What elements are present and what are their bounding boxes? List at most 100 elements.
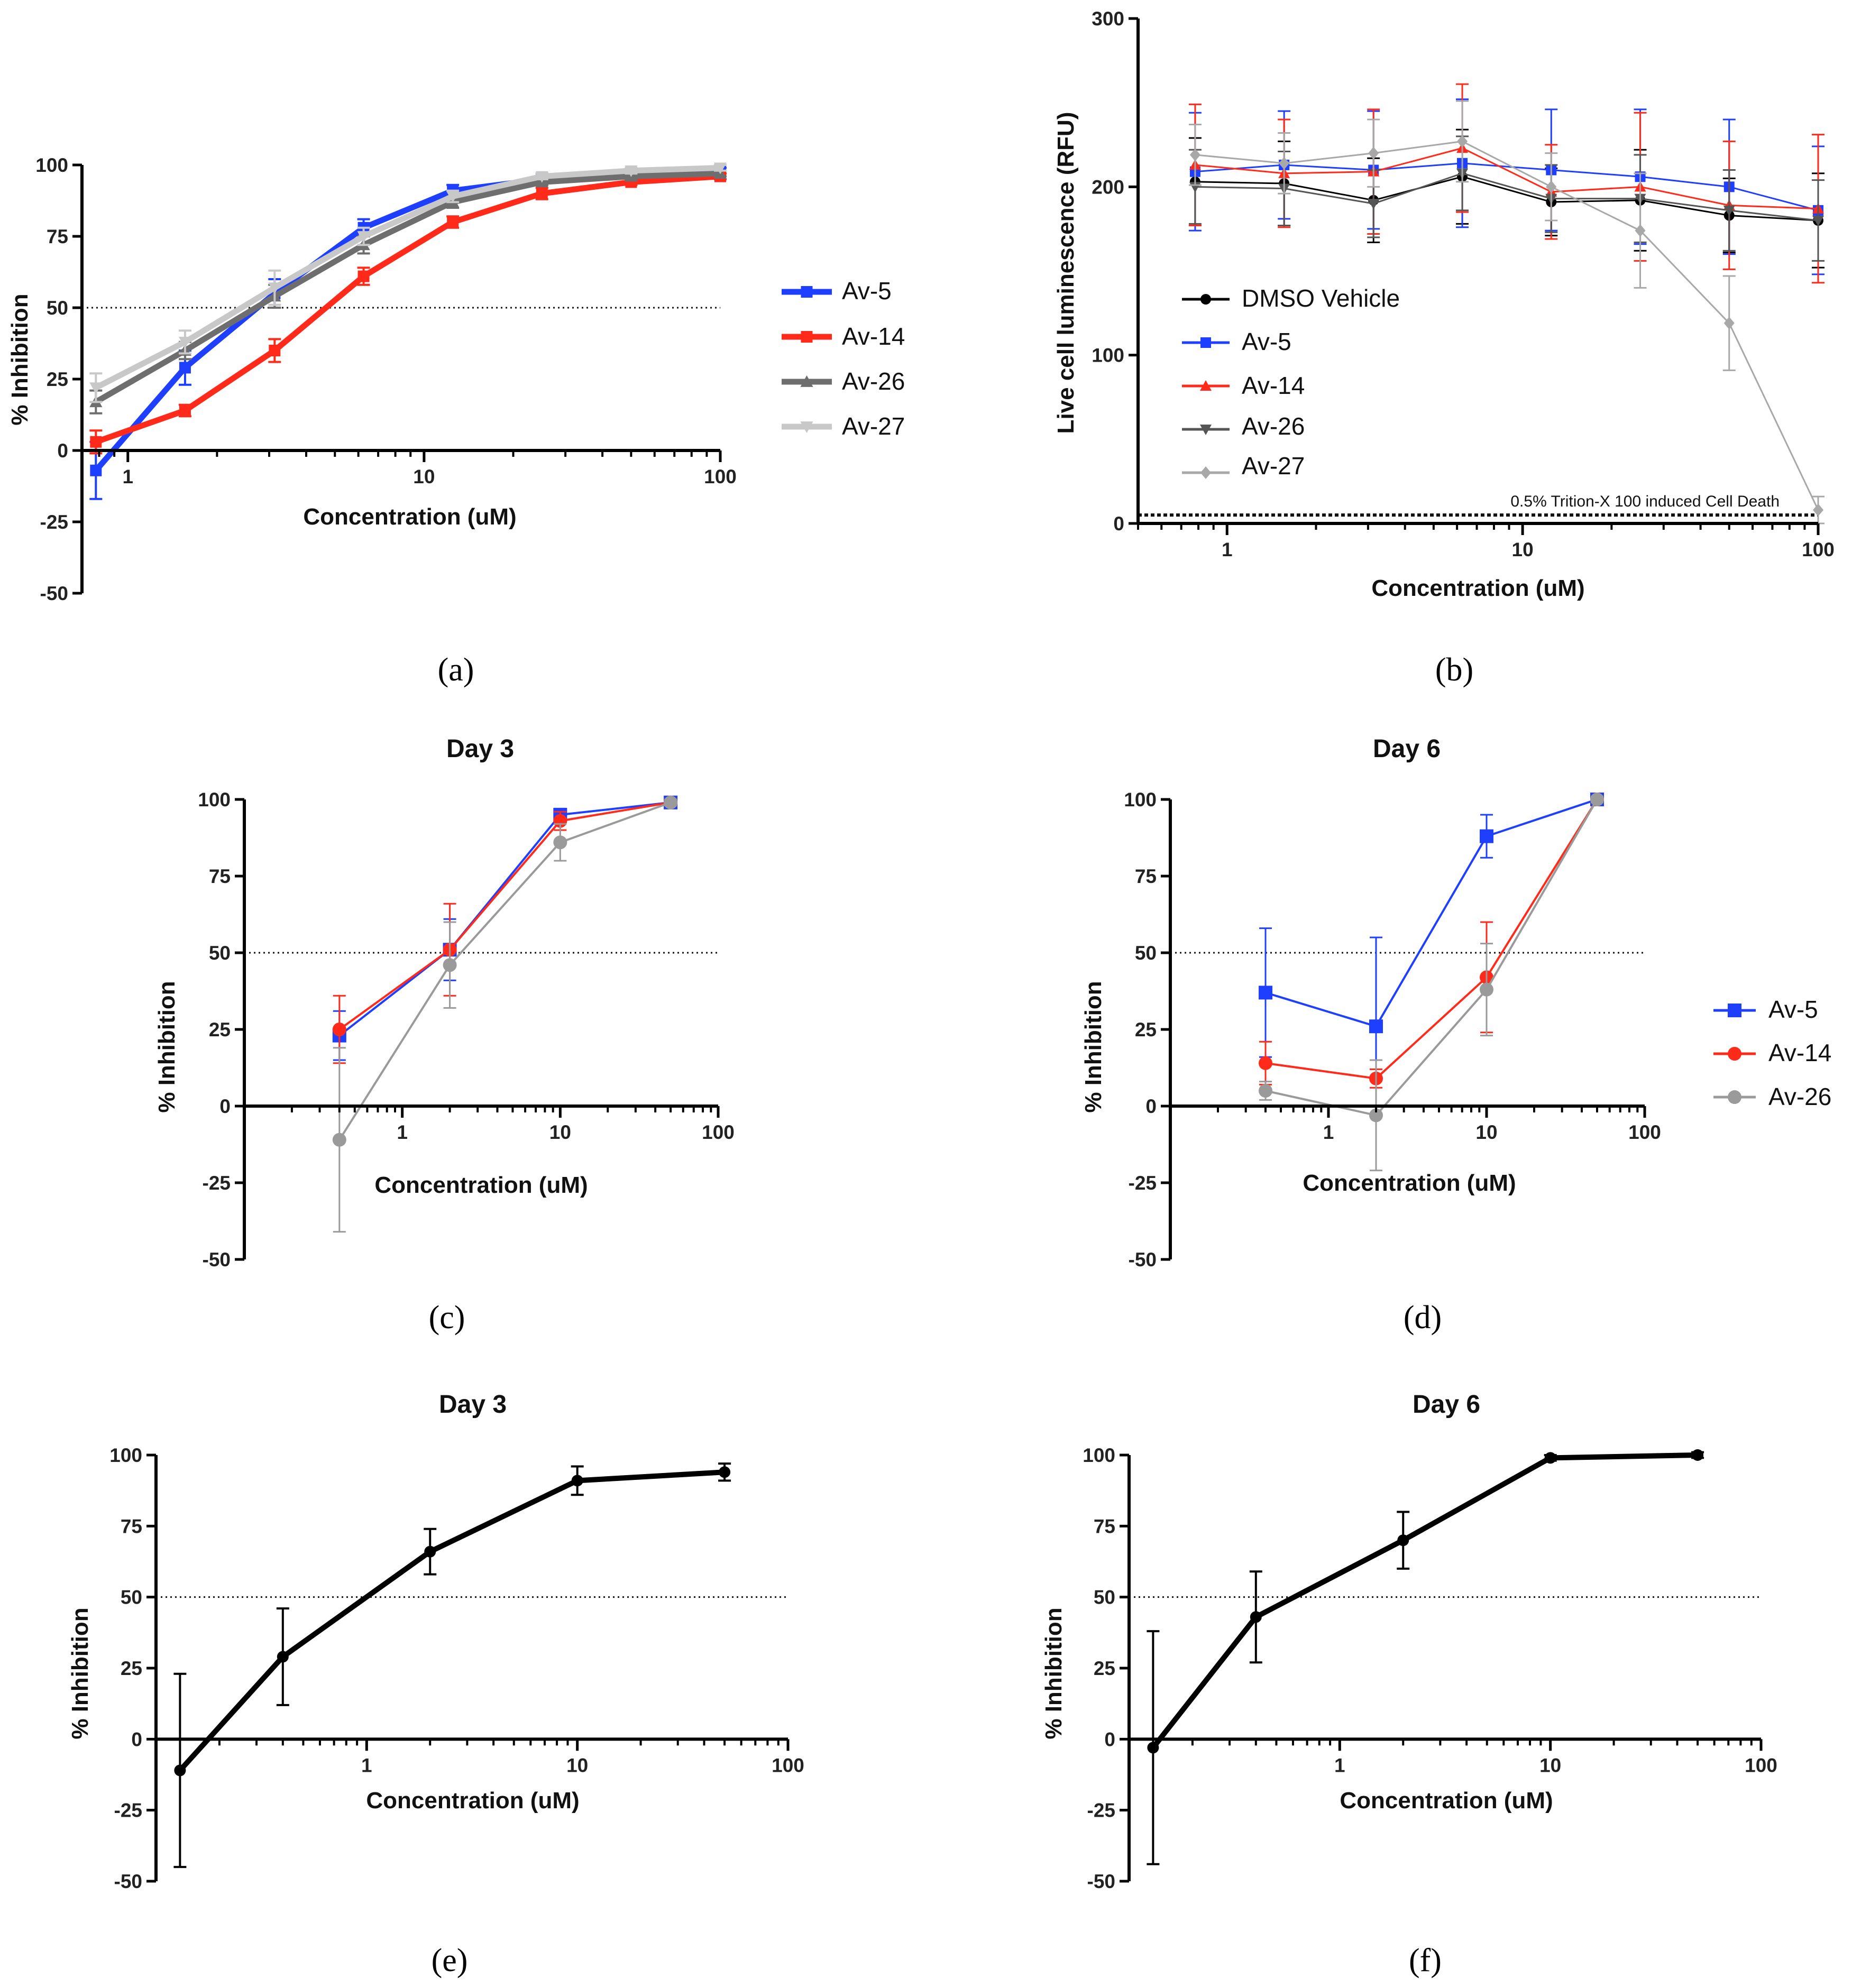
chart-b-x-tick-label-2: 100	[1802, 539, 1835, 560]
chart-a-legend-label-2: Av-26	[842, 367, 905, 395]
chart-a-series-1-point-0	[90, 436, 102, 448]
chart-b-legend-label-3: Av-26	[1242, 412, 1305, 440]
chart-b-series-4-point-1	[1279, 157, 1290, 170]
chart-b-x-tick-label-1: 10	[1512, 539, 1534, 560]
chart-c-series-0-line	[338, 801, 671, 1037]
chart-b-series-4-point-3	[1457, 135, 1468, 148]
chart-b-legend: DMSO Vehicle Av-5 Av-14 Av-26 Av-27	[1182, 284, 1400, 480]
chart-c-y-tick-label-6: 100	[198, 789, 231, 811]
chart-b-legend-swatch-marker-3	[1200, 425, 1212, 435]
chart-b-series-layer	[1138, 83, 1825, 524]
chart-d-y-tick-label-0: -50	[1129, 1249, 1157, 1271]
chart-e-ylabel: % Inhibition	[67, 1607, 93, 1739]
chart-c-series-1-line	[338, 801, 671, 1030]
chart-f-title: Day 6	[1413, 1391, 1480, 1419]
chart-a-ylabel: % Inhibition	[7, 293, 33, 425]
chart-a-y-tick-label-5: 75	[47, 226, 68, 247]
chart-e-y-tick-label-1: -25	[114, 1800, 142, 1821]
chart-d-legend-swatch-marker-2	[1728, 1090, 1741, 1104]
chart-b-series-4-line	[1195, 140, 1819, 511]
chart-b-y-tick-label-1: 100	[1092, 345, 1124, 366]
chart-a-series-1-point-4	[447, 216, 459, 228]
panel-letter-f: (f)	[1409, 1943, 1442, 1978]
chart-e-title: Day 3	[439, 1391, 507, 1419]
chart-d-series-1-point-0	[1259, 1056, 1273, 1070]
chart-f-y-tick-label-4: 50	[1094, 1587, 1115, 1608]
chart-f-x-tick-label-2: 100	[1745, 1754, 1777, 1776]
chart-e-x-tick-label-2: 100	[772, 1754, 804, 1776]
chart-d-legend-label-2: Av-26	[1768, 1083, 1831, 1110]
chart-a-series-1-point-3	[357, 270, 370, 282]
chart-a-series-3-point-7	[713, 162, 727, 174]
chart-e-y-tick-label-0: -50	[114, 1871, 142, 1892]
chart-d-legend-label-0: Av-5	[1768, 996, 1818, 1023]
chart-b-series-3-point-7	[1812, 216, 1824, 226]
chart-b-series-4-point-0	[1189, 148, 1200, 161]
chart-e-series-0-line	[178, 1469, 725, 1772]
chart-a-y-tick-label-0: -50	[40, 583, 68, 604]
chart-c-series-2-point-1	[443, 958, 457, 972]
chart-c-series-layer	[244, 795, 718, 1233]
chart-d-series-0-point-1	[1369, 1019, 1383, 1034]
chart-d-xlabel: Concentration (uM)	[1303, 1170, 1516, 1196]
chart-a-y-tick-label-2: 0	[57, 440, 68, 462]
chart-a-series-3-line	[94, 164, 721, 391]
chart-c-y-tick-label-4: 50	[209, 942, 231, 964]
chart-a-y-tick-label-4: 50	[47, 297, 68, 319]
chart-c-y-tick-label-2: 0	[219, 1096, 231, 1117]
chart-a-legend-label-1: Av-14	[842, 323, 905, 350]
chart-c-axes: -50 -25 0 25 50 75 100 1 10 100	[198, 789, 735, 1271]
chart-b-series-4-point-4	[1546, 180, 1557, 194]
chart-d-series-2-point-1	[1369, 1108, 1383, 1122]
chart-a-series-1-point-1	[179, 404, 191, 417]
chart-f-y-tick-label-0: -50	[1087, 1871, 1115, 1892]
chart-c-title: Day 3	[446, 735, 514, 763]
chart-f-x-tick-label-0: 1	[1334, 1754, 1345, 1776]
chart-e-y-tick-label-6: 100	[109, 1444, 142, 1466]
chart-e-y-tick-label-5: 75	[121, 1515, 142, 1537]
chart-b-legend-label-0: DMSO Vehicle	[1242, 284, 1400, 312]
chart-f-series-0-line	[1151, 1452, 1698, 1750]
panel-letter-c: (c)	[429, 1300, 465, 1336]
chart-b-y-tick-label-2: 200	[1092, 176, 1124, 198]
chart-a-axes: -50 -25 0 25 50 75 100 1 10 100	[35, 154, 737, 604]
chart-d-series-0-point-0	[1259, 986, 1273, 1000]
chart-e-axes: -50 -25 0 25 50 75 100 1 10 100	[109, 1444, 804, 1892]
chart-b-series-3-point-2	[1368, 199, 1380, 210]
chart-e-series-0-point-1	[277, 1651, 289, 1663]
chart-d-series-0-point-2	[1480, 829, 1493, 843]
panel-letter-e: (e)	[432, 1943, 468, 1978]
chart-a-legend-swatch-marker-3	[800, 421, 813, 434]
chart-d: Day 6 -50 -25 0 25 50 75 100 1 10 100 Concentrati…	[1080, 735, 1831, 1271]
chart-a-y-tick-label-6: 100	[35, 154, 68, 176]
chart-a-legend-label-3: Av-27	[842, 412, 905, 440]
chart-d-y-tick-label-1: -25	[1129, 1172, 1157, 1194]
chart-a: -50 -25 0 25 50 75 100 1 10 100 Concentration (uM…	[7, 154, 905, 604]
chart-a-series-0-point-1	[179, 362, 191, 374]
chart-c-x-tick-label-2: 100	[702, 1121, 735, 1143]
chart-f-xlabel: Concentration (uM)	[1340, 1788, 1553, 1814]
chart-d-series-2-point-0	[1259, 1084, 1273, 1098]
chart-b-reference-label: 0.5% Trition-X 100 induced Cell Death	[1510, 493, 1780, 510]
chart-a-legend-label-0: Av-5	[842, 277, 892, 305]
chart-b-axes: 0 100 200 300 1 10 100	[1092, 8, 1835, 560]
chart-a-y-tick-label-1: -25	[40, 511, 68, 533]
chart-b-legend-swatch-marker-4	[1200, 466, 1211, 479]
chart-a-x-tick-label-0: 1	[122, 466, 133, 487]
chart-f-series-layer	[1129, 1449, 1761, 1865]
chart-c-series-2-point-2	[553, 835, 567, 850]
chart-f-series-0-point-2	[1397, 1534, 1409, 1547]
chart-a-legend-swatch-marker-2	[800, 375, 813, 387]
chart-d-series-0-line	[1265, 798, 1598, 1028]
chart-e-y-tick-label-4: 50	[121, 1587, 142, 1608]
chart-f-series-0-point-4	[1692, 1449, 1704, 1461]
chart-f-y-tick-label-5: 75	[1094, 1515, 1115, 1537]
chart-c-series-2-point-3	[664, 795, 678, 809]
chart-b-legend-swatch-marker-0	[1200, 294, 1211, 305]
chart-f-y-tick-label-1: -25	[1087, 1800, 1115, 1821]
chart-a-legend-swatch-marker-1	[801, 331, 813, 343]
chart-b: 0 100 200 300 1 10 100 0.5% Trition-X 100 indu…	[1053, 8, 1835, 601]
chart-b-xlabel: Concentration (uM)	[1371, 575, 1584, 601]
panel-letter-a: (a)	[438, 652, 474, 688]
